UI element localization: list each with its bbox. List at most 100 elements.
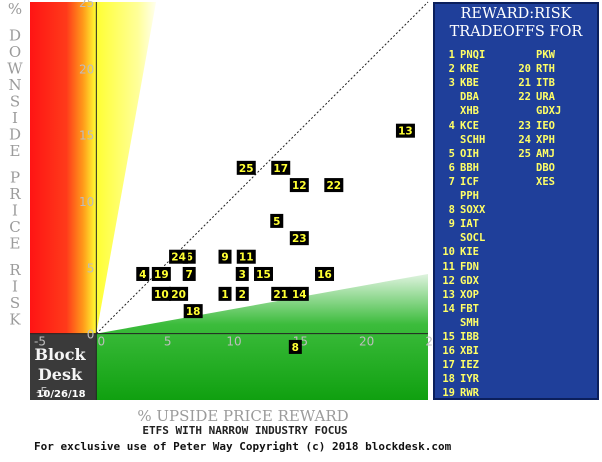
legend-panel: REWARD:RISK TRADEOFFS FOR 1 PNQI 2 KRE 3 KBE D…	[433, 2, 599, 400]
legend-entry: DBA	[437, 90, 479, 104]
data-point: 23	[289, 231, 309, 246]
legend-entry-number: 11	[442, 260, 455, 273]
data-point-label: 8	[292, 342, 299, 354]
data-point-box	[324, 178, 344, 193]
legend-entry: 4 KCE	[437, 119, 479, 133]
data-point-label: 14	[292, 289, 307, 301]
legend-entry-ticker: RWR	[460, 387, 479, 400]
legend-entry: 17 IEZ	[437, 358, 479, 372]
data-point: 2	[235, 286, 249, 301]
y-axis-label-char: I	[12, 202, 18, 220]
risk-zone-yellow	[96, 2, 157, 334]
legend-entry-number: 19	[442, 387, 455, 400]
reward-zone-green	[96, 273, 428, 400]
data-point-label: 18	[186, 306, 201, 318]
legend-entry-number: 17	[442, 359, 455, 372]
data-point-box	[236, 249, 256, 264]
y-tick-label: 20	[79, 62, 94, 76]
legend-entry-ticker: ICF	[460, 175, 479, 188]
legend-entry: GDXJ	[513, 104, 561, 118]
legend-entry-ticker: SCHH	[460, 133, 486, 146]
y-axis-label-char: K	[9, 311, 21, 329]
legend-entry-number: 23	[518, 119, 531, 132]
legend-entry-ticker: OIH	[460, 147, 479, 160]
legend-entry-ticker: DBO	[536, 161, 555, 174]
legend-entry-number: 22	[518, 91, 531, 104]
data-point: 25	[236, 160, 256, 175]
data-point-box	[218, 249, 232, 264]
data-point-label: 10	[154, 289, 169, 301]
data-point-box	[289, 178, 309, 193]
legend-entry-number: 25	[518, 147, 531, 160]
legend-entry-number: 3	[448, 77, 455, 90]
data-point-box	[169, 249, 189, 264]
y-axis-label-char: R	[9, 261, 21, 279]
data-point-box	[315, 266, 335, 281]
y-tick-label: 10	[79, 195, 94, 209]
data-point-label: 6	[186, 252, 193, 264]
legend-entry-number: 16	[442, 345, 455, 358]
legend-entry-ticker: KRE	[460, 63, 479, 76]
y-tick-labels: -5 0 5 10 15 20 25	[36, 0, 94, 399]
legend-entry-ticker: GDXJ	[536, 105, 562, 118]
legend-entry-ticker: KCE	[460, 119, 479, 132]
data-point-label: 23	[292, 233, 307, 245]
data-point-label: 19	[154, 269, 169, 281]
y-axis-label-char: P	[10, 169, 20, 187]
legend-entry: 18 IYR	[437, 372, 479, 386]
data-point-label: 11	[239, 252, 254, 264]
data-point-box	[136, 266, 150, 281]
data-point: 3	[235, 266, 249, 281]
data-point: 15	[253, 266, 273, 281]
legend-entry-ticker: IBB	[460, 331, 479, 343]
y-axis-label-char: E	[10, 142, 21, 160]
legend-entry: 15 IBB	[437, 330, 479, 344]
data-point-label: 5	[273, 216, 280, 228]
data-point-box	[271, 286, 291, 301]
data-point: 8	[288, 339, 302, 354]
legend-entry-ticker: KIE	[460, 246, 479, 259]
legend-entry-number: 12	[442, 274, 455, 287]
data-point: 22	[324, 178, 344, 193]
legend-entry-ticker: URA	[536, 91, 555, 104]
data-point-box	[270, 213, 284, 228]
data-point: 5	[270, 213, 284, 228]
x-tick-label: 5	[164, 335, 172, 349]
y-axis-label-char: %	[8, 0, 22, 18]
legend-entry: PKW	[513, 48, 555, 62]
data-point-label: 2	[239, 289, 246, 301]
legend-entry-ticker: XPH	[536, 133, 555, 146]
data-point-label: 20	[171, 289, 186, 301]
data-point-box	[151, 266, 171, 281]
legend-entry-ticker: SOXX	[460, 204, 486, 217]
legend-entry-ticker: PKW	[536, 49, 555, 61]
data-point: 20	[169, 286, 189, 301]
x-tick-label: 0	[98, 335, 106, 349]
data-point-label: 25	[239, 163, 254, 175]
data-point: 18	[183, 304, 203, 319]
legend-entry-ticker: IEZ	[460, 359, 479, 372]
legend-entry: 21 ITB	[513, 76, 555, 90]
legend-entry: XES	[513, 175, 555, 189]
data-point-label: 7	[186, 269, 193, 281]
legend-entry: 11 FDN	[437, 260, 479, 274]
data-point-label: 1	[221, 289, 228, 301]
legend-entry: 22 URA	[513, 90, 555, 104]
legend-entry-ticker: BBH	[460, 161, 479, 174]
legend-entry-number: 6	[448, 161, 455, 174]
legend-entry: 25 AMJ	[513, 147, 555, 161]
legend-entry-number: 18	[442, 373, 455, 386]
legend-entry-ticker: PPH	[460, 190, 479, 202]
y-tick-label: 15	[79, 129, 94, 143]
y-axis-label-char: S	[10, 93, 20, 111]
data-point: 4	[136, 266, 150, 281]
data-point-label: 24	[171, 252, 186, 264]
legend-entry: 10 KIE	[437, 245, 479, 259]
legend-entry: 7 ICF	[437, 175, 479, 189]
legend-entry: 12 GDX	[437, 274, 479, 288]
data-point-box	[236, 160, 256, 175]
legend-entry: PPH	[437, 189, 479, 203]
data-point-label: 9	[221, 252, 228, 264]
y-tick-label: -5	[36, 385, 48, 399]
